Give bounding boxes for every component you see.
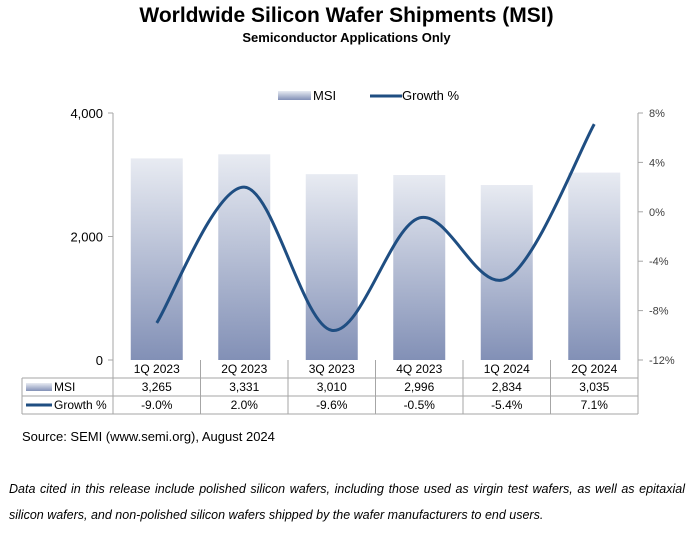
category-label: 4Q 2023 bbox=[396, 362, 442, 376]
table-cell-msi: 3,331 bbox=[229, 380, 259, 394]
table-cell-msi: 3,010 bbox=[317, 380, 347, 394]
table-cell-growth: -0.5% bbox=[404, 398, 436, 412]
table-cell-growth: -5.4% bbox=[491, 398, 523, 412]
table-msi-swatch bbox=[26, 383, 52, 391]
legend: MSI Growth % bbox=[278, 88, 460, 103]
legend-growth-label: Growth % bbox=[402, 88, 460, 103]
bar-msi bbox=[568, 172, 621, 360]
table-cell-msi: 2,996 bbox=[404, 380, 434, 394]
table-row-header-growth: Growth % bbox=[54, 398, 107, 412]
right-tick-label: -4% bbox=[649, 256, 669, 268]
left-tick-label: 0 bbox=[96, 353, 103, 368]
bar-msi bbox=[480, 185, 533, 360]
growth-line bbox=[155, 123, 596, 332]
left-tick-label: 4,000 bbox=[70, 106, 103, 121]
category-label: 1Q 2024 bbox=[484, 362, 530, 376]
category-label: 2Q 2023 bbox=[221, 362, 267, 376]
right-tick-label: 4% bbox=[649, 157, 665, 169]
legend-msi-label: MSI bbox=[313, 88, 336, 103]
category-label: 2Q 2024 bbox=[571, 362, 617, 376]
right-tick-label: -8% bbox=[649, 306, 669, 318]
table-cell-growth: 2.0% bbox=[231, 398, 259, 412]
table-cell-growth: 7.1% bbox=[581, 398, 609, 412]
right-tick-label: -12% bbox=[649, 355, 675, 367]
category-label: 3Q 2023 bbox=[309, 362, 355, 376]
bar-msi bbox=[305, 174, 358, 360]
right-tick-label: 8% bbox=[649, 108, 665, 120]
chart-subtitle: Semiconductor Applications Only bbox=[242, 30, 451, 45]
source-text: Source: SEMI (www.semi.org), August 2024 bbox=[22, 429, 275, 444]
right-tick-label: 0% bbox=[649, 207, 665, 219]
category-label: 1Q 2023 bbox=[134, 362, 180, 376]
bar-msi bbox=[218, 154, 271, 360]
chart-title: Worldwide Silicon Wafer Shipments (MSI) bbox=[139, 4, 554, 27]
legend-msi-swatch bbox=[278, 91, 311, 100]
footnote-text: Data cited in this release include polis… bbox=[9, 482, 685, 522]
bar-msi bbox=[393, 174, 446, 360]
table-cell-msi: 3,035 bbox=[579, 380, 609, 394]
table-cell-msi: 2,834 bbox=[492, 380, 522, 394]
table-cell-growth: -9.6% bbox=[316, 398, 348, 412]
table-cell-msi: 3,265 bbox=[142, 380, 172, 394]
left-tick-label: 2,000 bbox=[70, 230, 103, 245]
chart-area: MSI Growth % 0 2,000 4,000 -12% -8% -4% 0% 4% 8%… bbox=[21, 88, 675, 415]
table-cell-growth: -9.0% bbox=[141, 398, 173, 412]
bar-msi bbox=[130, 158, 183, 360]
table-row-header-msi: MSI bbox=[54, 380, 75, 394]
